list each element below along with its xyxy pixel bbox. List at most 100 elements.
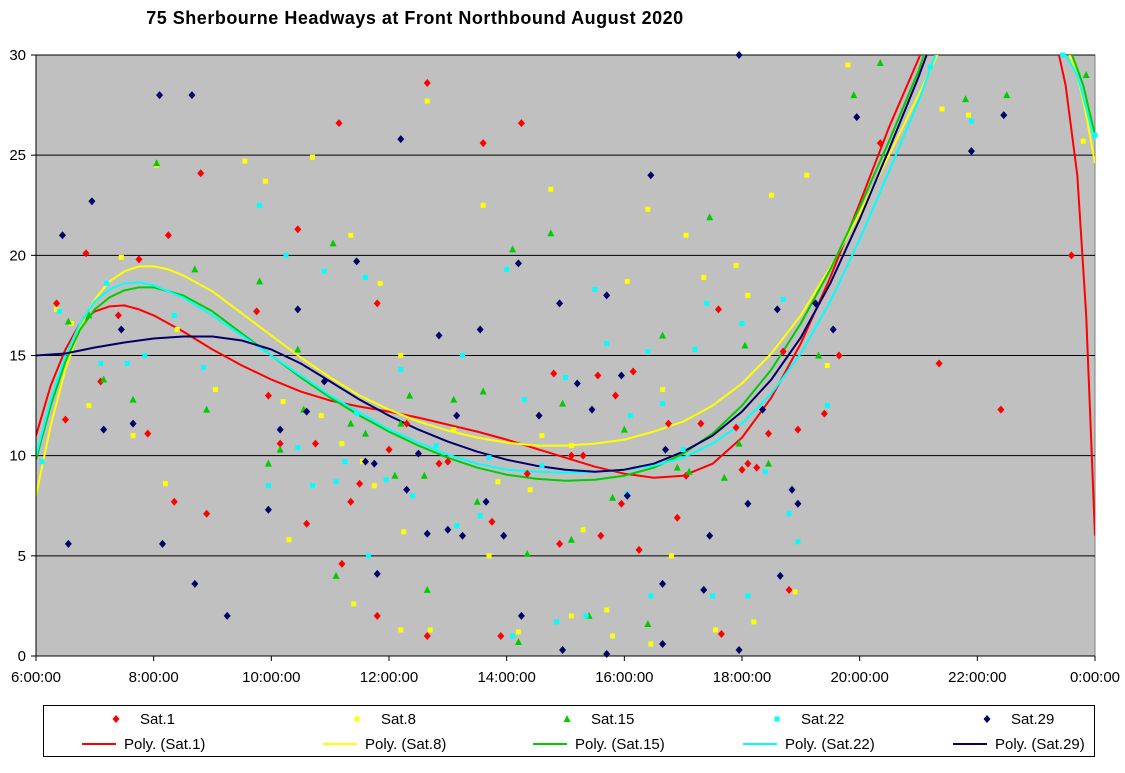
point-sat-1 — [935, 359, 943, 368]
point-sat-15 — [514, 637, 522, 645]
point-sat-22 — [477, 513, 483, 519]
y-tick-label: 5 — [18, 548, 26, 565]
point-sat-29 — [1000, 111, 1008, 120]
legend-swatch — [953, 743, 987, 745]
point-sat-29 — [706, 531, 714, 540]
point-sat-1 — [629, 367, 637, 376]
point-sat-29 — [373, 569, 381, 578]
legend-label: Poly. (Sat.1) — [124, 735, 206, 753]
point-sat-8 — [966, 112, 972, 118]
legend-swatch — [983, 715, 991, 723]
point-sat-1 — [594, 371, 602, 380]
legend-swatch — [563, 715, 571, 722]
point-sat-22 — [968, 118, 974, 124]
point-sat-1 — [385, 445, 393, 454]
point-sat-1 — [876, 139, 884, 148]
point-sat-8 — [86, 403, 92, 409]
point-sat-8 — [486, 553, 492, 559]
point-sat-15 — [129, 395, 137, 403]
point-sat-1 — [423, 79, 431, 88]
point-sat-1 — [203, 509, 211, 518]
point-sat-22 — [39, 459, 45, 465]
point-sat-1 — [253, 307, 261, 316]
point-sat-29 — [64, 539, 72, 548]
point-sat-1 — [311, 439, 319, 448]
point-sat-15 — [523, 549, 531, 557]
point-sat-15 — [876, 59, 884, 67]
point-sat-1 — [276, 439, 284, 448]
x-tick-label: 18:00:00 — [713, 669, 771, 686]
point-sat-22 — [648, 593, 654, 599]
point-sat-22 — [786, 511, 792, 517]
point-sat-15 — [567, 535, 575, 543]
point-sat-15 — [659, 331, 667, 339]
point-sat-29 — [156, 91, 164, 100]
legend-item-sat-15: Sat.15 — [549, 707, 634, 731]
point-sat-29 — [735, 51, 743, 59]
point-sat-15 — [735, 439, 743, 447]
x-tick-label: 6:00:00 — [11, 669, 61, 686]
point-sat-15 — [406, 391, 414, 399]
point-sat-8 — [286, 537, 292, 543]
point-sat-29 — [459, 531, 467, 540]
point-sat-29 — [853, 113, 861, 122]
point-sat-1 — [550, 369, 558, 378]
point-sat-29 — [776, 571, 784, 580]
point-sat-1 — [744, 459, 752, 468]
legend-marker-sat-29 — [983, 715, 991, 723]
y-tick-label: 0 — [18, 648, 26, 665]
legend-item-poly-sat-15: Poly. (Sat.15) — [533, 732, 665, 756]
point-sat-1 — [820, 409, 828, 418]
point-sat-22 — [745, 593, 751, 599]
point-sat-22 — [780, 296, 786, 302]
point-sat-22 — [295, 445, 301, 451]
point-sat-8 — [424, 98, 430, 104]
legend-label: Sat.1 — [140, 710, 176, 728]
point-sat-8 — [668, 553, 674, 559]
point-sat-22 — [660, 401, 666, 407]
point-sat-22 — [645, 348, 651, 354]
legend-swatch — [82, 743, 116, 745]
point-sat-29 — [482, 497, 490, 506]
legend-swatch — [533, 743, 567, 745]
y-tick-label: 20 — [9, 247, 26, 264]
x-tick-label: 14:00:00 — [477, 669, 535, 686]
point-sat-1 — [714, 305, 722, 314]
point-sat-22 — [927, 64, 933, 70]
point-sat-1 — [835, 351, 843, 360]
point-sat-1 — [444, 457, 452, 466]
point-sat-22 — [521, 397, 527, 403]
point-sat-1 — [264, 391, 272, 400]
point-sat-29 — [276, 425, 284, 434]
point-sat-22 — [410, 493, 416, 499]
point-sat-8 — [568, 613, 574, 619]
legend-item-poly-sat-1: Poly. (Sat.1) — [82, 732, 205, 756]
point-sat-1 — [82, 249, 90, 258]
legend-label: Poly. (Sat.15) — [575, 735, 665, 753]
point-sat-8 — [751, 619, 757, 625]
point-sat-22 — [333, 479, 339, 485]
point-sat-8 — [495, 479, 501, 485]
point-sat-1 — [497, 631, 505, 640]
point-sat-29 — [158, 539, 166, 548]
legend-label: Sat.15 — [591, 710, 635, 728]
point-sat-1 — [144, 429, 152, 438]
point-sat-1 — [738, 465, 746, 474]
point-sat-8 — [713, 627, 719, 633]
legend-marker-sat-1 — [112, 715, 120, 723]
point-sat-22 — [710, 593, 716, 599]
point-sat-1 — [597, 531, 605, 540]
point-sat-22 — [383, 477, 389, 483]
point-sat-8 — [371, 483, 377, 489]
point-sat-29 — [812, 299, 820, 308]
point-sat-1 — [635, 545, 643, 554]
point-sat-15 — [64, 317, 72, 325]
trendline-poly-sat-15-tail — [1071, 55, 1095, 136]
point-sat-15 — [559, 399, 567, 407]
point-sat-1 — [338, 559, 346, 568]
point-sat-15 — [391, 471, 399, 479]
point-sat-22 — [486, 455, 492, 461]
point-sat-29 — [435, 331, 443, 340]
trendline-poly-sat-22 — [36, 55, 937, 474]
point-sat-15 — [720, 473, 728, 481]
